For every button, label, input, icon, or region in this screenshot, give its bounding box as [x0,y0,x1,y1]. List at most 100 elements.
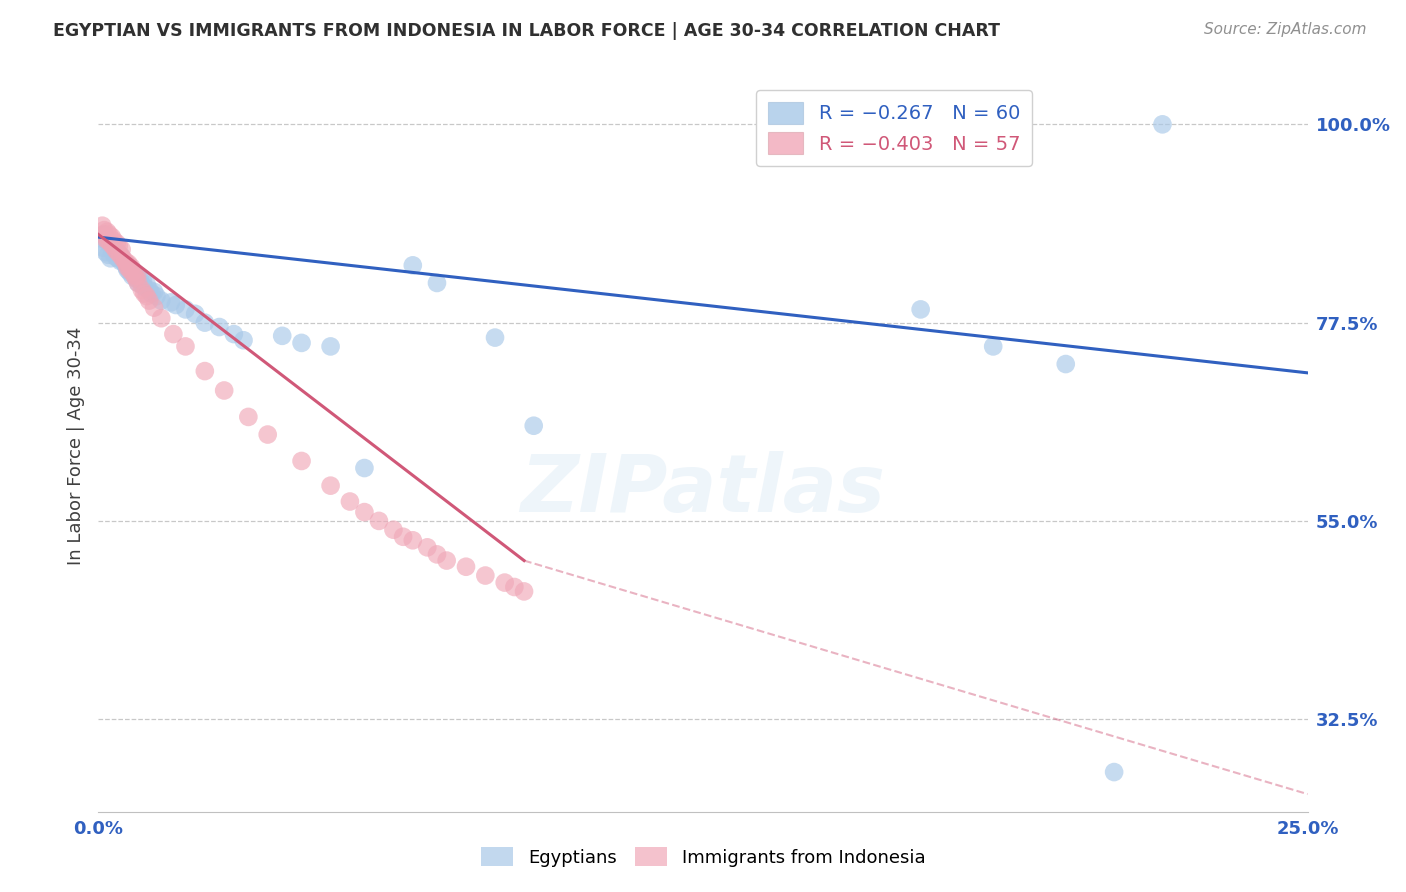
Point [494,575,516,590]
Point [111,243,134,257]
Point [238,409,260,424]
Point [100,252,122,266]
Point [134,286,156,301]
Point [426,548,449,562]
Point [127,268,149,283]
Point [97,234,120,248]
Point [138,283,160,297]
Point [131,277,153,292]
Point [165,298,187,312]
Point [135,277,157,292]
Point [101,230,124,244]
Point [124,268,146,283]
Point [91,241,114,255]
Point [114,254,136,268]
Point [141,286,163,301]
Point [93,223,115,237]
Point [127,268,149,283]
Point [124,265,146,279]
Point [503,580,526,594]
Point [145,289,167,303]
Point [162,327,184,342]
Point [319,478,342,492]
Point [128,271,150,285]
Point [107,252,129,266]
Point [118,265,141,279]
Point [117,262,139,277]
Point [208,320,231,334]
Point [194,316,217,330]
Point [115,260,138,274]
Point [121,268,143,283]
Point [160,295,183,310]
Point [426,276,449,290]
Point [256,427,278,442]
Point [194,364,217,378]
Point [513,584,536,599]
Point [94,232,117,246]
Point [402,533,425,548]
Point [104,250,127,264]
Point [114,256,136,270]
Point [91,219,114,233]
Point [98,227,121,242]
Point [125,271,148,285]
Point [131,283,153,297]
Point [981,339,1004,353]
Point [103,234,125,248]
Point [135,289,157,303]
Point [121,265,143,279]
Point [290,454,312,468]
Point [105,236,128,251]
Point [353,461,375,475]
Point [134,280,156,294]
Point [111,254,134,268]
Point [120,260,142,274]
Point [101,245,124,260]
Point [96,225,118,239]
Point [910,302,932,317]
Point [107,245,129,260]
Text: EGYPTIAN VS IMMIGRANTS FROM INDONESIA IN LABOR FORCE | AGE 30-34 CORRELATION CHA: EGYPTIAN VS IMMIGRANTS FROM INDONESIA IN… [53,22,1001,40]
Point [117,256,139,270]
Point [91,232,114,246]
Legend: R = −0.267   N = 60, R = −0.403   N = 57: R = −0.267 N = 60, R = −0.403 N = 57 [756,90,1032,166]
Point [108,248,131,262]
Point [98,236,121,251]
Point [319,339,342,353]
Point [143,285,166,299]
Point [97,248,120,262]
Point [111,252,134,266]
Point [402,258,425,272]
Point [115,256,138,270]
Point [339,494,361,508]
Point [105,245,128,260]
Point [103,243,125,257]
Legend: Egyptians, Immigrants from Indonesia: Egyptians, Immigrants from Indonesia [474,840,932,874]
Point [101,239,124,253]
Point [368,514,391,528]
Point [416,541,439,555]
Point [96,234,118,248]
Point [101,239,124,253]
Point [94,245,117,260]
Point [454,559,477,574]
Text: ZIPatlas: ZIPatlas [520,450,886,529]
Point [100,236,122,251]
Point [118,262,141,277]
Point [484,330,506,344]
Point [523,418,546,433]
Point [474,568,496,582]
Point [353,505,375,519]
Point [117,260,139,274]
Point [1054,357,1077,371]
Point [91,227,114,242]
Point [150,293,173,308]
Point [117,258,139,272]
Point [132,274,155,288]
Point [143,301,166,315]
Y-axis label: In Labor Force | Age 30-34: In Labor Force | Age 30-34 [66,326,84,566]
Point [120,262,142,277]
Point [107,248,129,262]
Point [222,327,245,342]
